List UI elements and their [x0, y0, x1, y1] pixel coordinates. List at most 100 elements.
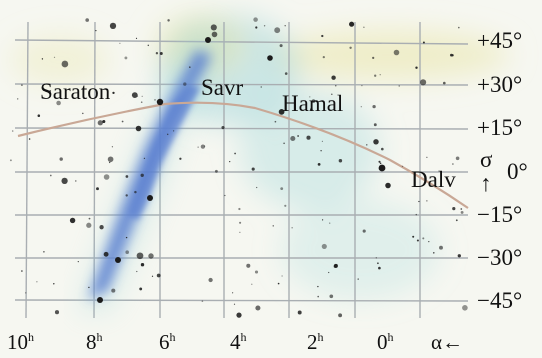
star [156, 273, 161, 278]
star [398, 85, 400, 87]
star [102, 119, 106, 124]
star [135, 37, 138, 40]
star [204, 145, 206, 147]
star [309, 96, 311, 98]
ra-label-0h: 0h [377, 330, 394, 354]
star [75, 180, 77, 182]
star [111, 288, 116, 293]
star [246, 263, 251, 268]
star [96, 187, 99, 191]
star [125, 194, 128, 197]
star [363, 26, 365, 28]
star [136, 252, 144, 260]
star [415, 213, 418, 216]
star [139, 287, 143, 291]
star [373, 123, 377, 127]
star [251, 167, 255, 171]
star [331, 75, 336, 80]
star [99, 225, 104, 230]
bright-star [378, 164, 386, 172]
star [201, 300, 204, 303]
star [85, 18, 89, 22]
star [379, 162, 382, 165]
star [321, 34, 324, 38]
star [439, 245, 443, 250]
star-label-hamal: Hamal [282, 91, 344, 116]
star [455, 156, 460, 161]
star [121, 120, 124, 123]
star [379, 74, 381, 76]
star [154, 99, 156, 101]
star [321, 140, 323, 142]
dec-label-plus30: +30° [477, 72, 523, 97]
star [11, 130, 14, 132]
star [393, 49, 400, 56]
star [297, 310, 302, 315]
stars [9, 17, 468, 318]
star [322, 55, 325, 59]
star [321, 243, 327, 249]
bright-star [147, 195, 153, 201]
star [224, 194, 226, 197]
star [317, 163, 321, 166]
star [43, 250, 45, 253]
star [277, 282, 280, 285]
star [37, 114, 41, 117]
bright-star [115, 257, 121, 263]
dec-label-minus15: −15° [477, 202, 523, 227]
star [167, 19, 170, 22]
star [372, 56, 375, 60]
star [442, 81, 446, 85]
star [17, 98, 19, 100]
star [284, 72, 288, 75]
star [107, 156, 114, 163]
star [458, 26, 460, 29]
star [53, 56, 56, 58]
star [306, 135, 311, 140]
star [317, 295, 319, 298]
star [452, 163, 454, 165]
star [426, 156, 428, 158]
star [54, 310, 60, 315]
star [9, 159, 12, 162]
star [155, 52, 159, 55]
star [28, 138, 31, 140]
star [372, 104, 376, 109]
star [172, 130, 175, 132]
star [77, 261, 79, 263]
star [338, 313, 343, 318]
star [452, 207, 456, 211]
star [109, 161, 111, 164]
star [183, 82, 187, 86]
star [134, 190, 137, 194]
star [378, 266, 381, 270]
star [418, 200, 420, 203]
star [238, 207, 241, 211]
star [236, 312, 242, 318]
star [109, 22, 117, 30]
star [274, 120, 277, 123]
star [317, 285, 319, 288]
star [311, 99, 316, 103]
star [147, 44, 150, 47]
bright-star [267, 55, 273, 61]
star [125, 175, 129, 178]
star [140, 263, 145, 267]
ra-label-6h: 6h [159, 330, 176, 354]
dec-label-plus15: +15° [477, 115, 523, 140]
star [86, 222, 92, 228]
dec-label-plus45: +45° [477, 28, 523, 53]
star-label-dalv: Dalv [411, 167, 456, 192]
star [320, 150, 322, 152]
star [211, 31, 218, 38]
star [88, 217, 91, 220]
star [21, 270, 23, 272]
star [103, 251, 109, 257]
star [239, 231, 241, 233]
star [362, 229, 366, 233]
ra-alpha-label: α← [431, 330, 464, 354]
star [88, 286, 90, 289]
dec-label-zero: 0° [507, 159, 528, 184]
star [380, 147, 384, 151]
star [416, 239, 419, 242]
